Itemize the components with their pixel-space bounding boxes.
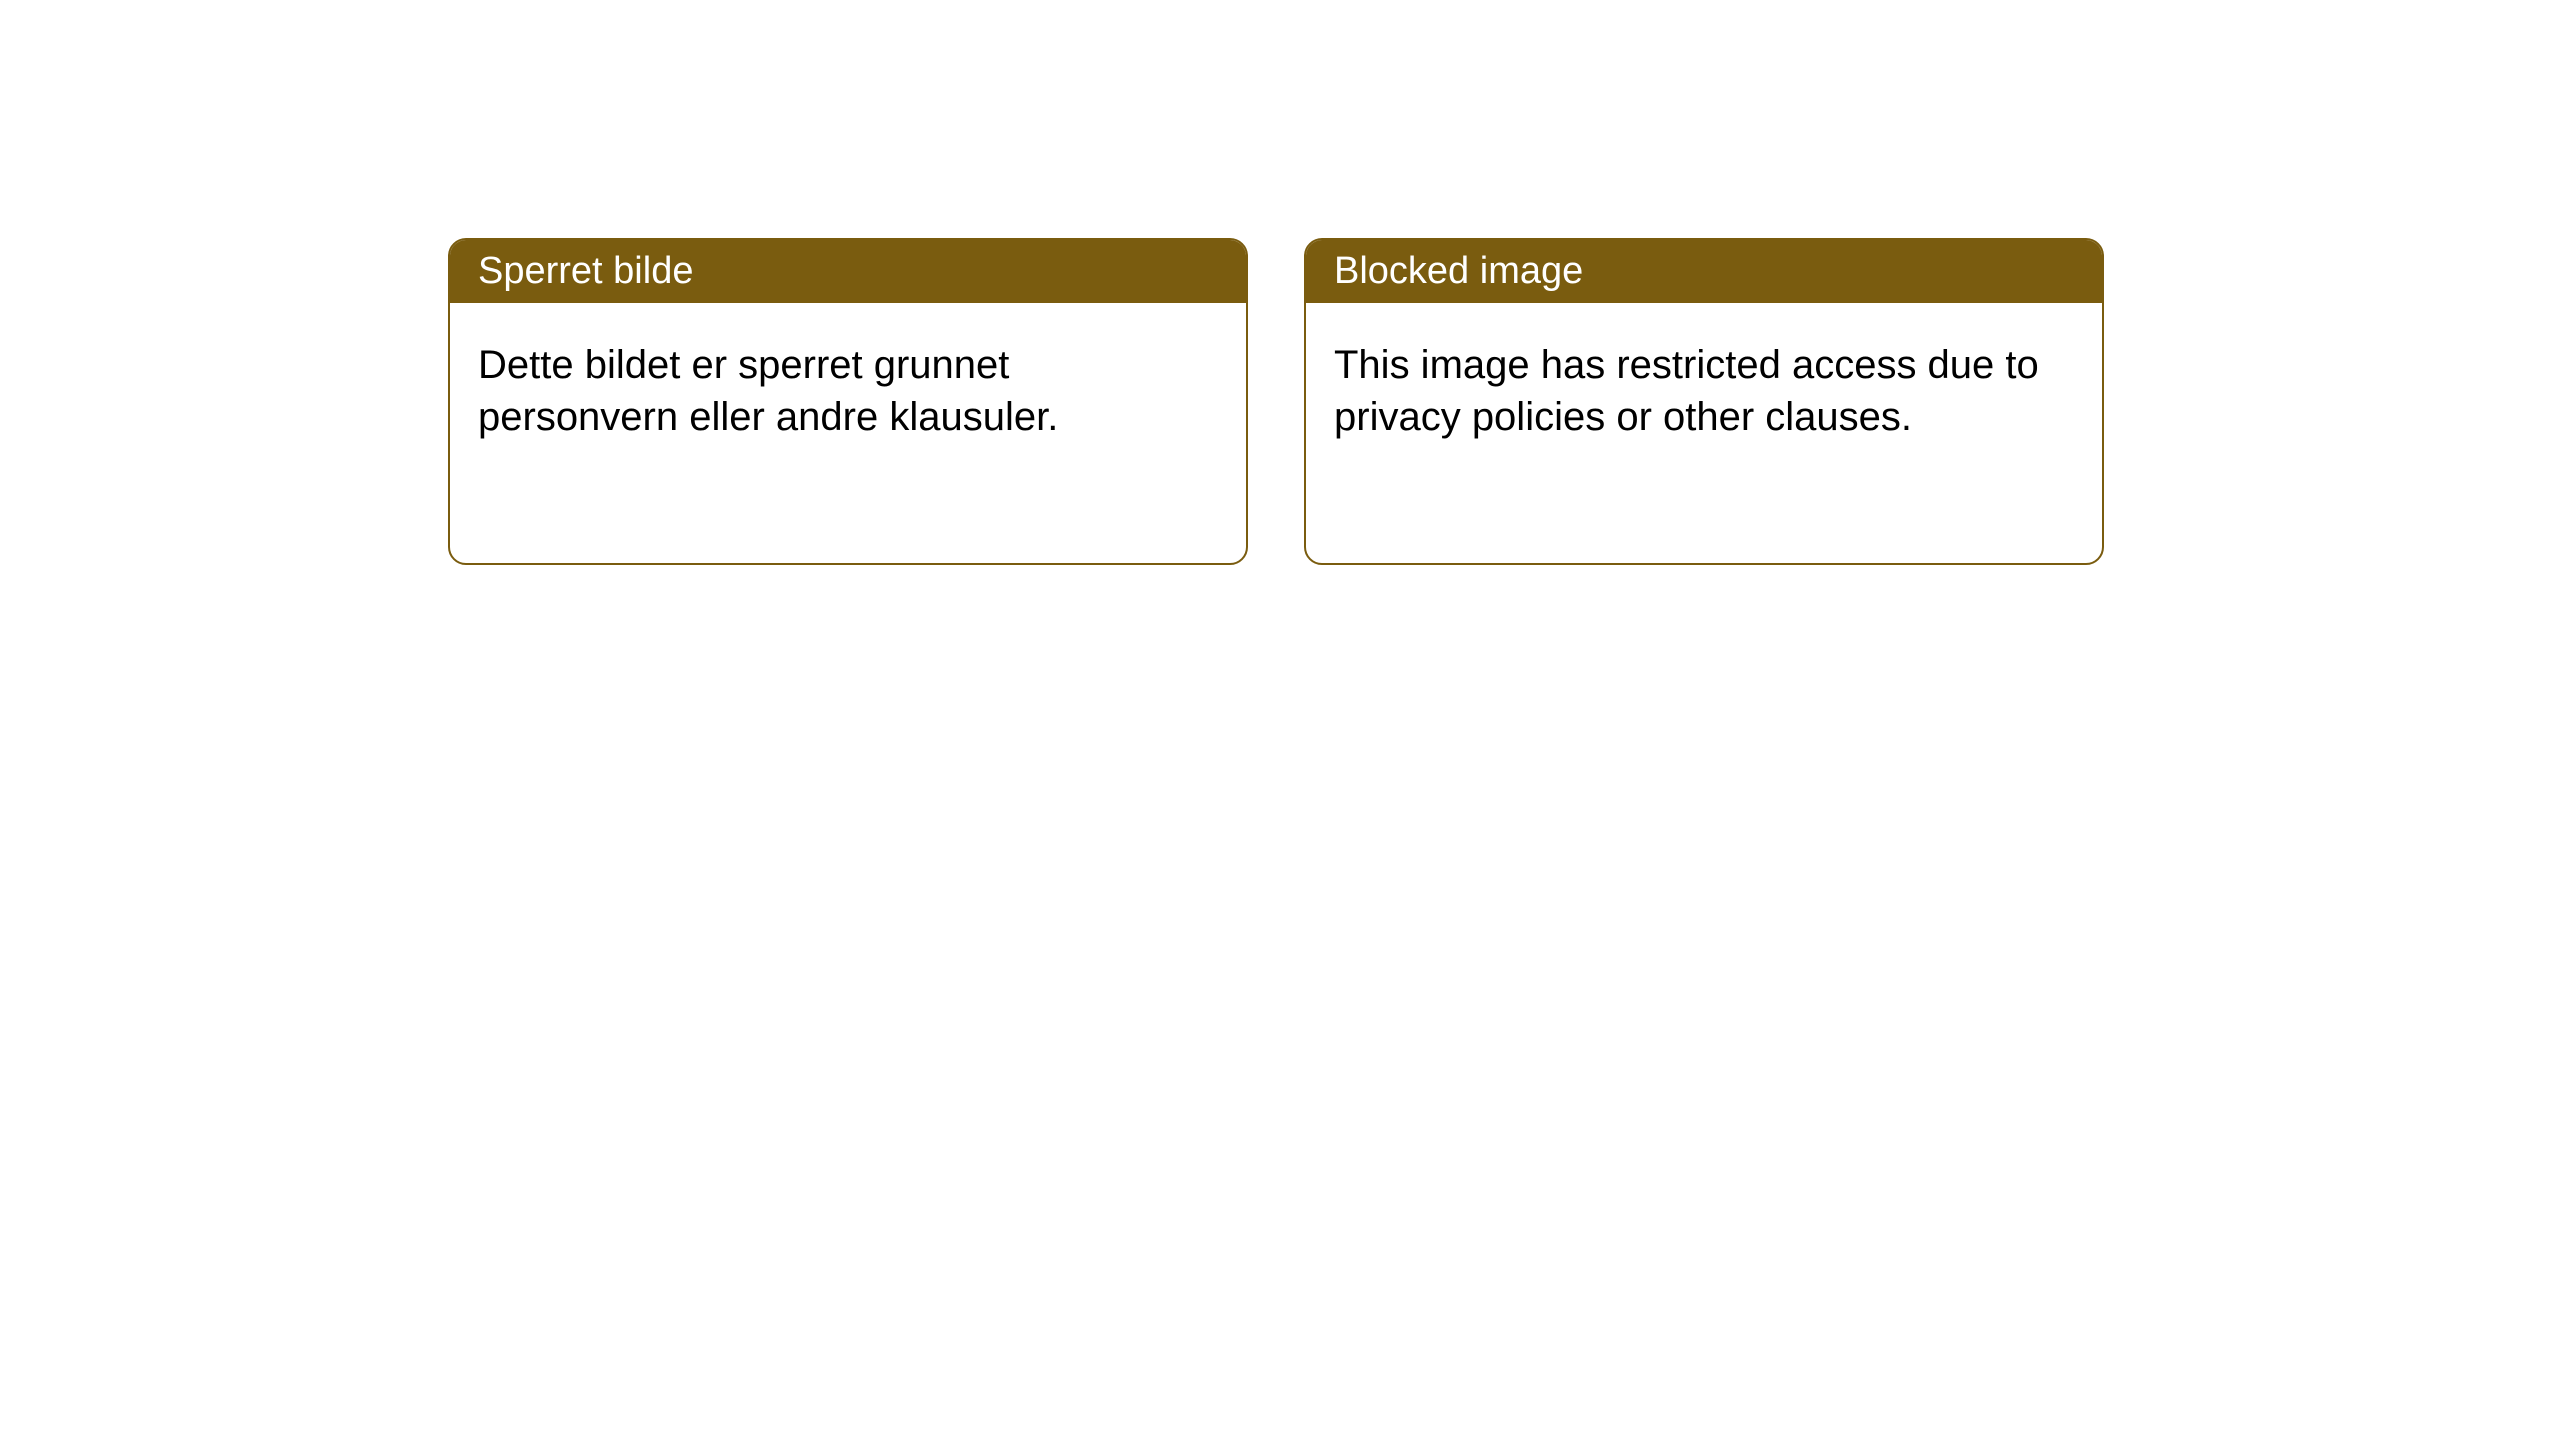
card-title: Blocked image [1334,250,1583,292]
card-body: This image has restricted access due to … [1306,303,2102,563]
card-title: Sperret bilde [478,250,693,292]
notice-cards-container: Sperret bilde Dette bildet er sperret gr… [448,238,2104,565]
card-body-text: Dette bildet er sperret grunnet personve… [478,343,1058,439]
card-header: Sperret bilde [450,240,1246,303]
card-body: Dette bildet er sperret grunnet personve… [450,303,1246,563]
notice-card-english: Blocked image This image has restricted … [1304,238,2104,565]
card-body-text: This image has restricted access due to … [1334,343,2039,439]
card-header: Blocked image [1306,240,2102,303]
notice-card-norwegian: Sperret bilde Dette bildet er sperret gr… [448,238,1248,565]
